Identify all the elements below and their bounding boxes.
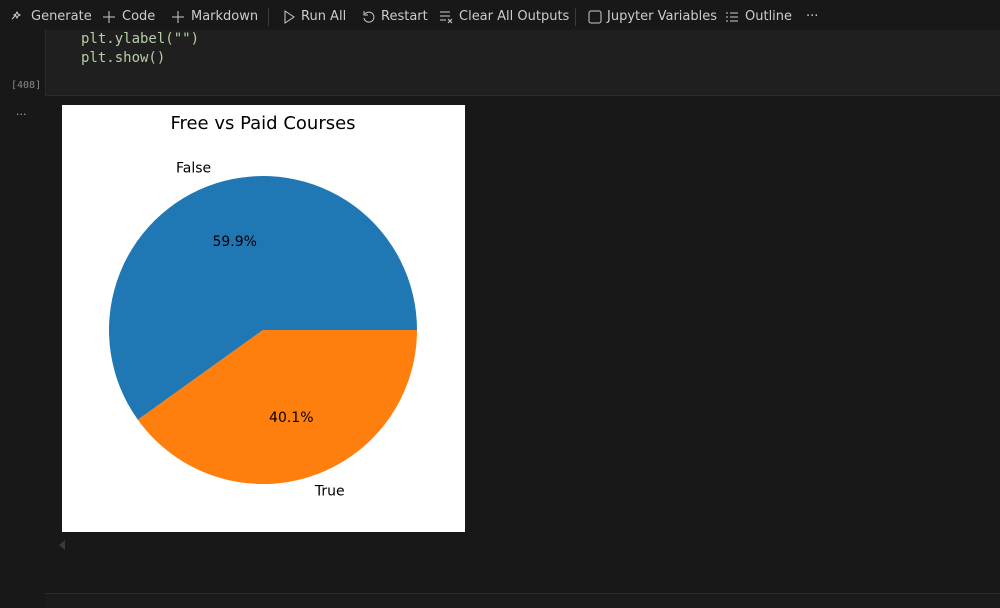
clear-icon — [440, 11, 453, 24]
run-all-button[interactable]: Run All — [301, 9, 347, 24]
add-code-button[interactable]: Code — [122, 9, 156, 24]
execution-count: [408] — [11, 80, 42, 91]
output-indicator[interactable]: ··· — [16, 108, 27, 121]
pie-chart: Free vs Paid Courses False 59.9% True 40.1% — [62, 105, 465, 532]
more-button[interactable]: ··· — [806, 9, 819, 24]
generate-button[interactable]: Generate — [31, 9, 92, 24]
percent-label: 40.1% — [269, 410, 313, 426]
code-cell[interactable] — [45, 30, 1000, 96]
code-line: plt.ylabel("") — [81, 31, 200, 47]
variables-button[interactable]: Jupyter Variables — [607, 9, 717, 24]
next-cell[interactable] — [45, 593, 1000, 608]
slice-label: True — [314, 483, 345, 499]
variables-icon — [588, 10, 602, 24]
restart-button[interactable]: Restart — [381, 9, 428, 24]
code-line: plt.show() — [81, 50, 166, 66]
clear-outputs-button[interactable]: Clear All Outputs — [459, 9, 570, 24]
scroll-arrow[interactable] — [57, 539, 67, 551]
plus-icon — [172, 11, 184, 23]
separator — [575, 8, 576, 26]
run-icon — [284, 10, 295, 24]
slice-label: False — [176, 161, 211, 177]
add-markdown-button[interactable]: Markdown — [191, 9, 259, 24]
pie-slice — [109, 176, 417, 420]
chart-title: Free vs Paid Courses — [170, 113, 355, 134]
generate-icon — [11, 10, 22, 20]
toolbar: Generate Code Markdown Run All Restart C… — [0, 0, 1000, 34]
outline-icon — [726, 12, 738, 22]
separator — [268, 8, 269, 26]
plus-icon — [103, 11, 115, 23]
outline-button[interactable]: Outline — [745, 9, 793, 24]
percent-label: 59.9% — [212, 234, 256, 250]
pie-slice — [137, 330, 417, 484]
restart-icon — [363, 11, 375, 23]
